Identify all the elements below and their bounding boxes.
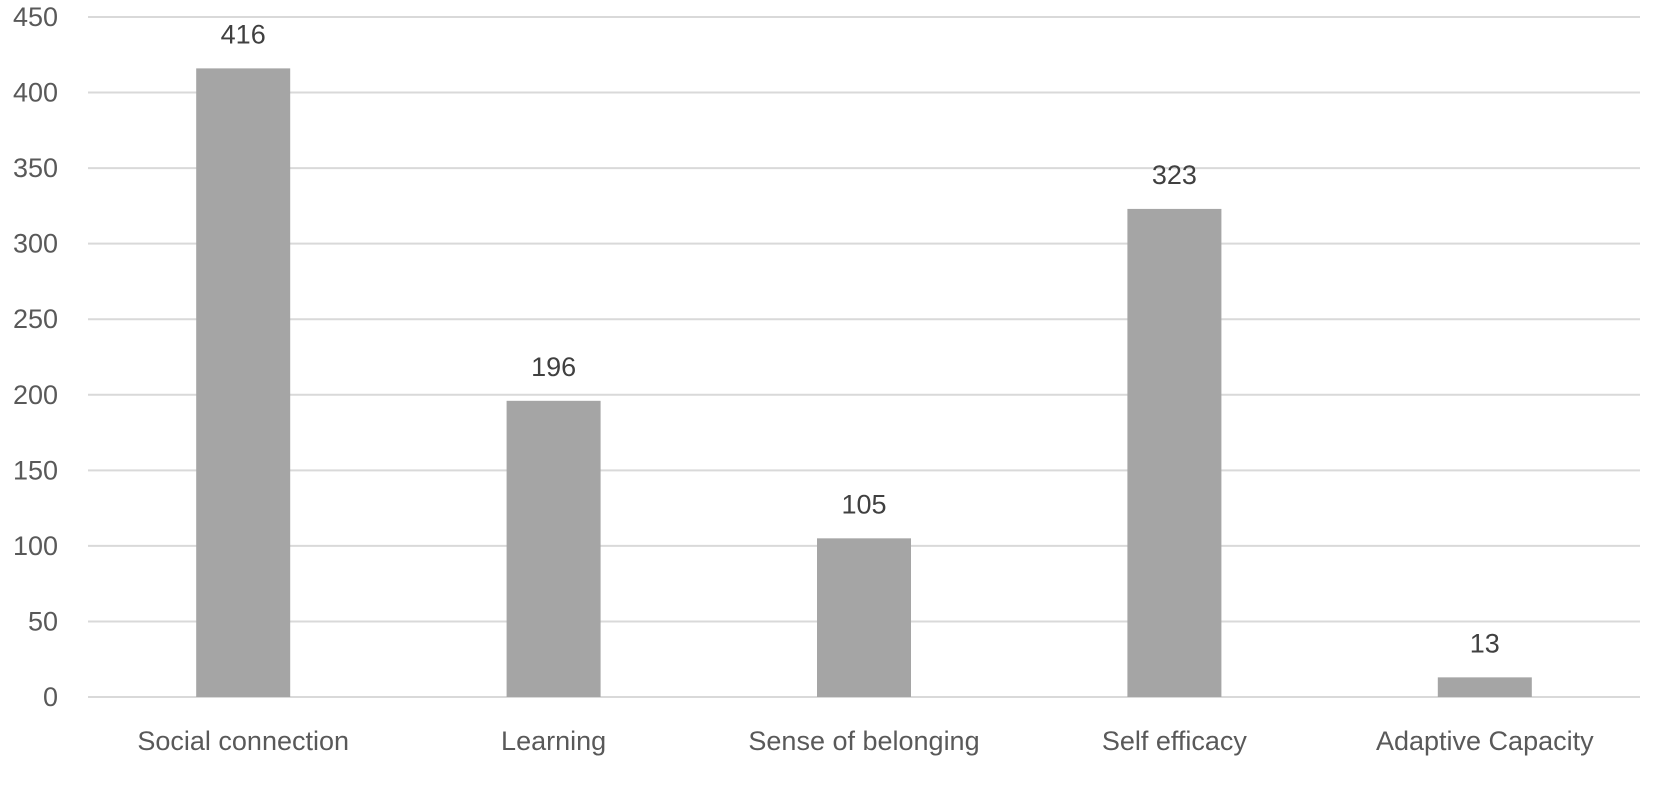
y-tick-label-200: 200 bbox=[13, 380, 58, 410]
x-tick-label-sense-of-belonging: Sense of belonging bbox=[748, 726, 979, 756]
x-tick-label-self-efficacy: Self efficacy bbox=[1102, 726, 1248, 756]
data-labels: 416 196 105 323 13 bbox=[221, 19, 1500, 658]
bars bbox=[196, 68, 1532, 697]
data-label-self-efficacy: 323 bbox=[1152, 160, 1197, 190]
y-tick-label-50: 50 bbox=[28, 606, 58, 636]
bar-self-efficacy bbox=[1127, 208, 1222, 697]
x-tick-label-adaptive-capacity: Adaptive Capacity bbox=[1376, 726, 1594, 756]
y-tick-label-150: 150 bbox=[13, 455, 58, 485]
y-tick-label-400: 400 bbox=[13, 78, 58, 108]
y-tick-label-0: 0 bbox=[43, 682, 58, 712]
y-tick-label-100: 100 bbox=[13, 531, 58, 561]
data-label-adaptive-capacity: 13 bbox=[1470, 628, 1500, 658]
data-label-learning: 196 bbox=[531, 352, 576, 382]
bar-learning bbox=[506, 400, 601, 697]
y-tick-label-300: 300 bbox=[13, 229, 58, 259]
bar-adaptive-capacity bbox=[1437, 677, 1532, 697]
data-label-social-connection: 416 bbox=[221, 19, 266, 49]
y-axis-ticks: 0 50 100 150 200 250 300 350 400 450 bbox=[13, 2, 58, 712]
x-tick-label-social-connection: Social connection bbox=[137, 726, 349, 756]
y-tick-label-450: 450 bbox=[13, 2, 58, 32]
y-tick-label-350: 350 bbox=[13, 153, 58, 183]
data-label-sense-of-belonging: 105 bbox=[841, 489, 886, 519]
bar-social-connection bbox=[196, 68, 291, 697]
y-tick-label-250: 250 bbox=[13, 304, 58, 334]
x-axis-categories: Social connection Learning Sense of belong… bbox=[137, 726, 1594, 756]
gridlines bbox=[88, 16, 1640, 698]
bar-sense-of-belonging bbox=[817, 538, 911, 697]
x-tick-label-learning: Learning bbox=[501, 726, 606, 756]
